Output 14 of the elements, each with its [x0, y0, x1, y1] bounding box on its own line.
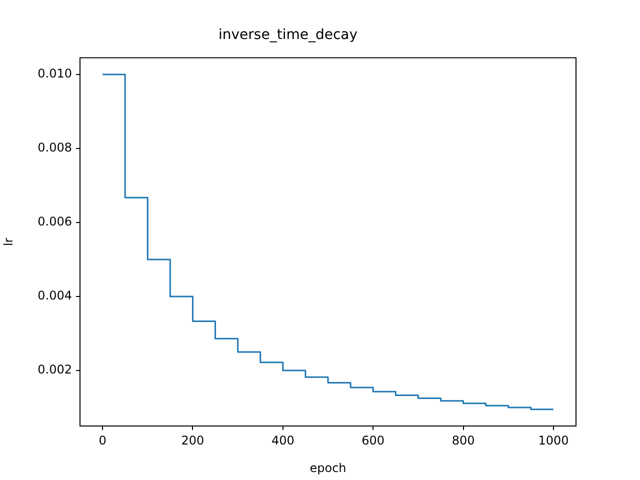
x-tick-label: 1000	[538, 433, 569, 448]
x-tick-label: 800	[452, 433, 475, 448]
x-tick-label: 200	[181, 433, 204, 448]
chart-title: inverse_time_decay	[218, 27, 358, 44]
x-tick-label: 400	[271, 433, 294, 448]
y-tick-label: 0.004	[38, 288, 72, 303]
x-tick-label: 0	[98, 433, 106, 448]
x-tick-label: 600	[362, 433, 385, 448]
x-axis-title: epoch	[310, 460, 346, 475]
y-tick-label: 0.008	[38, 140, 72, 155]
y-tick-label: 0.002	[38, 362, 72, 377]
y-tick-label: 0.010	[38, 66, 72, 81]
y-tick-label: 0.006	[38, 214, 72, 229]
y-axis-title: lr	[1, 238, 16, 246]
